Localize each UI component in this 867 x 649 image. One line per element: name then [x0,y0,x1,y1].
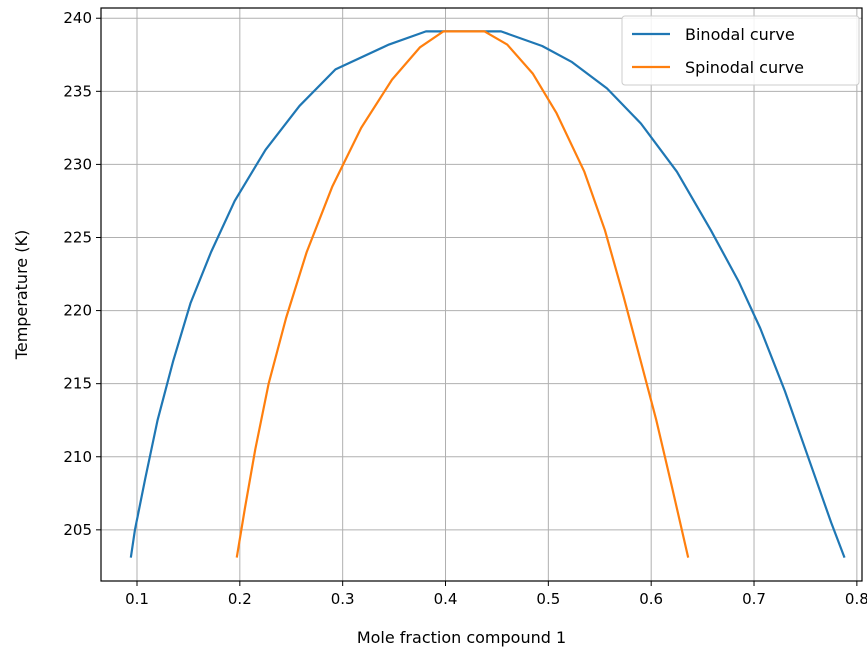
x-tick-label: 0.2 [228,590,252,608]
y-axis-ticks: 205 210 215 220 225 230 235 240 [63,9,101,539]
x-tick-label: 0.5 [536,590,560,608]
legend-label-binodal-curve: Binodal curve [685,25,795,44]
legend: Binodal curve Spinodal curve [621,15,860,86]
grid [101,8,862,581]
legend-label-spinodal-curve: Spinodal curve [685,58,804,77]
axes-background [101,8,862,581]
x-tick-label: 0.8 [845,590,867,608]
y-tick-label: 205 [63,521,92,539]
x-axis-label: Mole fraction compound 1 [357,628,566,647]
y-tick-label: 220 [63,302,92,320]
y-tick-label: 240 [63,9,92,27]
y-tick-label: 215 [63,375,92,393]
y-tick-label: 235 [63,82,92,100]
legend-box [621,15,860,86]
y-axis-label: Temperature (K) [12,230,31,360]
x-tick-label: 0.6 [639,590,663,608]
axes-frame [100,7,863,582]
y-tick-label: 230 [63,155,92,173]
spinodal-curve-line [235,30,690,558]
y-tick-label: 225 [63,228,92,246]
plot-area: 0.1 0.2 0.3 0.4 0.5 0.6 0.7 0.8 205 210 215 220 225… [63,7,867,608]
series-layer [129,30,846,559]
y-tick-label: 210 [63,448,92,466]
x-axis-ticks: 0.1 0.2 0.3 0.4 0.5 0.6 0.7 0.8 [125,581,867,608]
axes-border [100,7,863,582]
x-tick-label: 0.1 [125,590,149,608]
x-tick-label: 0.7 [742,590,766,608]
x-tick-label: 0.4 [434,590,458,608]
x-tick-label: 0.3 [331,590,355,608]
